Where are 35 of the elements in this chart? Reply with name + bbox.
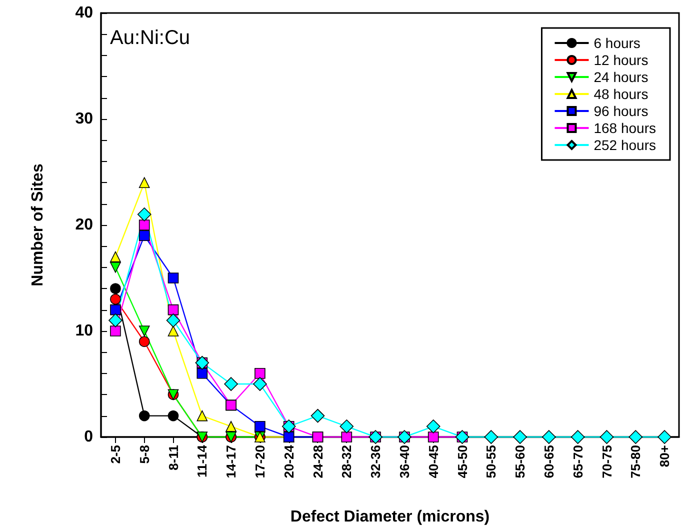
x-tick-label: 8-11 [166,445,181,470]
y-tick-label: 10 [75,322,94,340]
legend-label: 96 hours [594,103,648,119]
y-tick-label: 40 [75,4,94,22]
x-tick-label: 2-5 [108,445,123,464]
y-tick-label: 20 [75,216,94,234]
x-tick-label: 70-75 [599,445,614,478]
y-tick-label: 0 [84,428,94,446]
x-tick-label: 40-45 [426,445,441,478]
legend-label: 168 hours [594,120,656,136]
x-tick-label: 11-14 [194,444,210,478]
x-tick-label: 55-60 [512,445,528,478]
legend-label: 6 hours [594,35,640,51]
x-tick-label: 28-32 [339,445,354,478]
x-tick-label: 20-24 [281,444,296,478]
x-tick-label: 17-20 [252,445,268,478]
x-tick-label: 80+ [657,444,672,468]
y-axis-title: Number of Sites [30,164,46,286]
legend-label: 252 hours [594,137,656,153]
x-tick-label: 5-8 [136,445,152,464]
x-tick-label: 75-80 [628,445,644,478]
annotation: Au:Ni:Cu [110,27,190,49]
legend-label: 24 hours [594,69,648,85]
x-tick-label: 45-50 [454,445,470,478]
x-tick-label: 24-28 [310,445,326,478]
y-tick-label: 30 [75,110,94,128]
x-tick-label: 50-55 [484,445,499,478]
x-tick-label: 65-70 [570,445,586,478]
x-tick-label: 14-17 [224,445,239,478]
x-tick-label: 32-36 [368,445,384,478]
x-axis-title: Defect Diameter (microns) [290,508,490,526]
legend-label: 12 hours [594,52,648,68]
x-tick-label: 60-65 [541,445,556,478]
legend-label: 48 hours [594,86,648,102]
x-tick-label: 36-40 [396,445,412,478]
